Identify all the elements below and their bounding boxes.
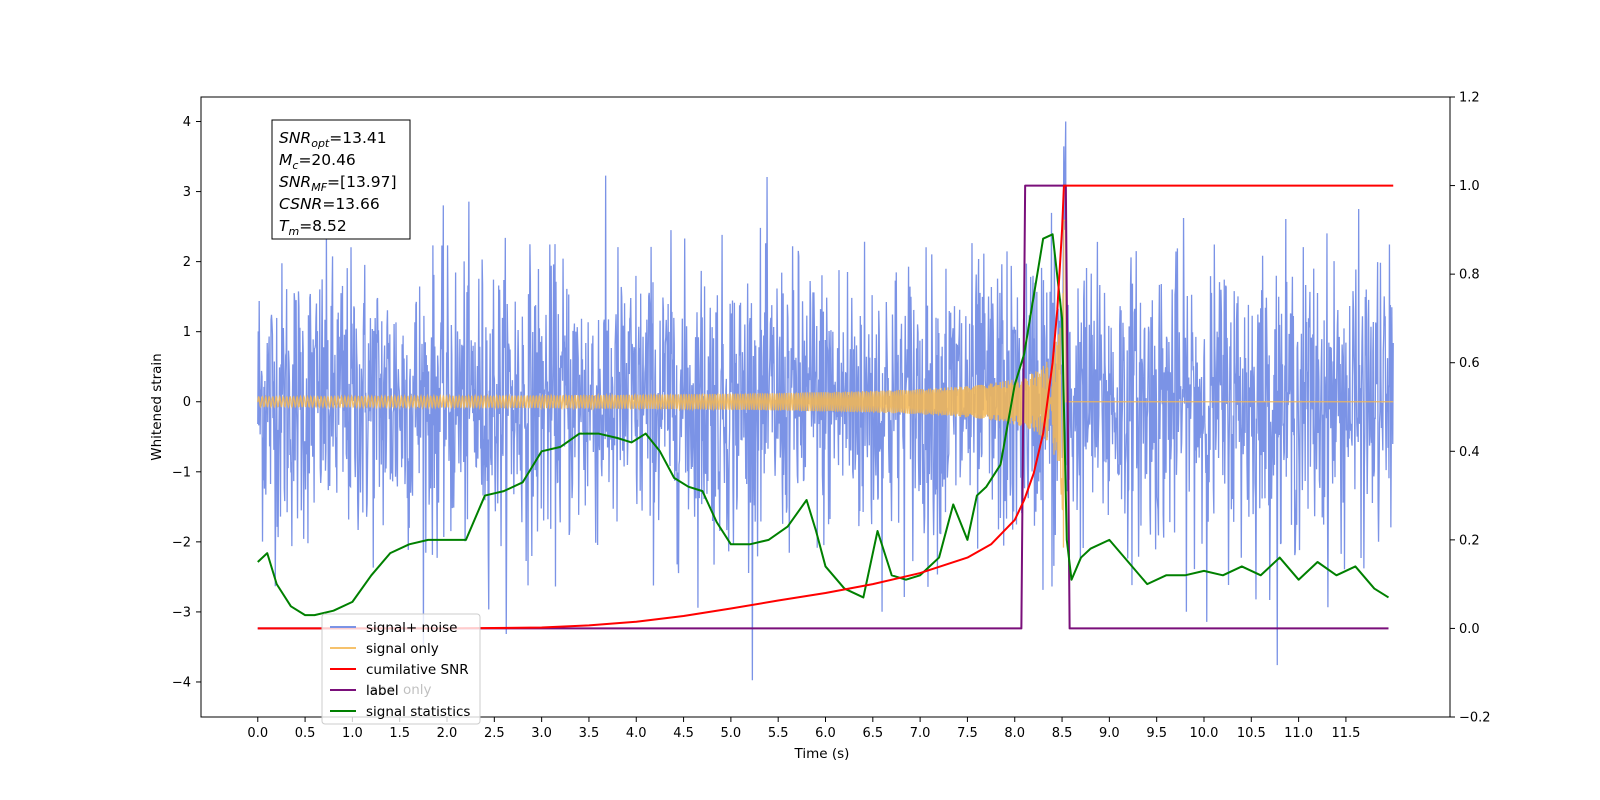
legend-entry: signal+ noise <box>366 620 457 636</box>
stats-subscript: m <box>288 225 299 238</box>
stats-line: Mc=20.46 <box>279 151 356 172</box>
x-tick-label: 9.5 <box>1146 726 1167 741</box>
x-tick-label: 10.5 <box>1237 726 1266 741</box>
stats-value: =[13.97] <box>327 173 396 191</box>
legend-frame <box>321 613 481 725</box>
y-tick-label: −3 <box>172 605 191 620</box>
legend-entry: signal only <box>366 641 439 657</box>
stats-symbol: M <box>279 151 292 169</box>
y2-tick-label: 0.8 <box>1459 268 1480 283</box>
x-tick-label: 10.0 <box>1190 726 1219 741</box>
stats-value: =13.41 <box>329 129 386 147</box>
stats-box-frame <box>271 119 411 240</box>
y-axis-label: Whitened strain <box>149 353 165 460</box>
stats-subscript: MF <box>311 181 327 194</box>
plot-area <box>200 96 1451 718</box>
stats-symbol: SNR <box>279 129 311 147</box>
y-tick-label: 1 <box>183 325 191 340</box>
x-tick-label: 4.5 <box>673 726 694 741</box>
x-tick-label: 7.0 <box>910 726 931 741</box>
y2-tick-label: 1.0 <box>1459 179 1480 194</box>
y2-tick-label: 0.2 <box>1459 533 1480 548</box>
legend-entry-hidden: label only <box>366 682 432 698</box>
y-axis-right: 1.2 1.0 0.8 0.6 0.4 0.2 0.0 −0.2 <box>1450 91 1491 726</box>
x-tick-label: 1.0 <box>342 726 363 741</box>
stats-value: =20.46 <box>298 151 355 169</box>
legend-entry: label <box>366 683 399 699</box>
x-tick-label: 3.0 <box>531 726 552 741</box>
legend-entry: cumilative SNR <box>366 662 469 678</box>
y2-tick-label: 0.6 <box>1459 356 1480 371</box>
x-tick-label: 2.0 <box>437 726 458 741</box>
y-tick-label: −2 <box>172 535 191 550</box>
stats-annotation: SNRopt=13.41Mc=20.46SNRMF=[13.97]CSNR=13… <box>271 119 411 240</box>
x-tick-label: 5.5 <box>768 726 789 741</box>
x-tick-label: 9.0 <box>1099 726 1120 741</box>
stats-symbol: CSNR <box>279 195 322 213</box>
y2-tick-label: 0.4 <box>1459 445 1480 460</box>
stats-value: =13.66 <box>322 195 379 213</box>
y-axis-left: 4 3 2 1 0 −1 −2 −3 −4 <box>172 115 201 690</box>
x-tick-label: 4.0 <box>626 726 647 741</box>
x-tick-label: 0.5 <box>295 726 316 741</box>
stats-symbol: T <box>279 217 290 235</box>
series-layer <box>257 121 1394 681</box>
stats-symbol: SNR <box>279 173 311 191</box>
y-tick-label: −1 <box>172 465 191 480</box>
y-tick-label: 4 <box>183 115 191 130</box>
series-signal-only <box>257 219 1394 548</box>
x-tick-label: 5.0 <box>721 726 742 741</box>
y2-tick-label: −0.2 <box>1459 711 1491 726</box>
x-tick-label: 6.0 <box>815 726 836 741</box>
stats-line: CSNR=13.66 <box>279 195 380 213</box>
stats-subscript: c <box>292 159 298 172</box>
series-signal-statistics <box>257 233 1390 617</box>
stats-line: Tm=8.52 <box>279 217 347 238</box>
y-tick-label: −4 <box>172 675 191 690</box>
x-tick-label: 6.5 <box>862 726 883 741</box>
stats-value: =8.52 <box>299 217 347 235</box>
legend-entry: signal statistics <box>366 704 470 720</box>
stats-line: SNRopt=13.41 <box>279 129 387 150</box>
x-axis: 0.0 0.5 1.0 1.5 2.0 2.5 3.0 3.5 4.0 4.5 5.0 5.5 6.0 6… <box>247 717 1360 741</box>
x-tick-label: 2.5 <box>484 726 505 741</box>
x-tick-label: 7.5 <box>957 726 978 741</box>
x-axis-label: Time (s) <box>794 746 850 762</box>
x-tick-label: 8.0 <box>1004 726 1025 741</box>
y-tick-label: 2 <box>183 255 191 270</box>
x-tick-label: 11.5 <box>1331 726 1360 741</box>
y2-tick-label: 1.2 <box>1459 91 1480 106</box>
series-cumulative-snr <box>257 184 1394 630</box>
y2-tick-label: 0.0 <box>1459 622 1480 637</box>
legend: signal+ noise signal only cumilative SNR la… <box>321 613 481 725</box>
stats-subscript: opt <box>311 137 330 150</box>
x-tick-label: 0.0 <box>247 726 268 741</box>
series-label <box>257 184 1389 630</box>
x-tick-label: 3.5 <box>579 726 600 741</box>
y-tick-label: 0 <box>183 395 191 410</box>
x-tick-label: 8.5 <box>1052 726 1073 741</box>
x-tick-label: 11.0 <box>1284 726 1313 741</box>
y-tick-label: 3 <box>183 185 191 200</box>
stats-line: SNRMF=[13.97] <box>279 173 397 194</box>
x-tick-label: 1.5 <box>389 726 410 741</box>
